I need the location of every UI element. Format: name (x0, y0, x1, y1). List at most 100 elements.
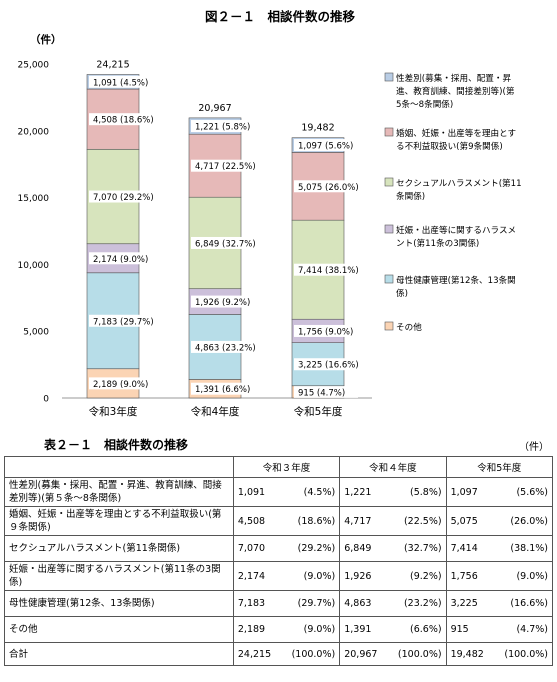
cell-percent: (5.6%) (498, 477, 553, 507)
data-label-box (89, 377, 153, 390)
legend-swatch (384, 127, 394, 137)
data-label-box (294, 180, 358, 193)
cell-percent: (100.0%) (286, 642, 341, 666)
data-label: 5,075 (26.0%) (298, 183, 359, 193)
y-tick-label: 25,000 (18, 61, 50, 71)
legend: 性差別(募集・採用、配置・昇進、教育訓練、間接差別等)(第5条～8条関係) 婚姻、… (384, 72, 522, 333)
header-r3: 令和３年度 (232, 456, 341, 478)
data-label-box (294, 385, 358, 398)
cell-percent: (4.5%) (286, 477, 341, 507)
cell-count: 19,482 (445, 642, 499, 666)
bars-group: 2,189 (9.0%) 7,183 (29.7%) 2,174 (9.0%) 7,0… (86, 59, 359, 398)
data-label-box (191, 340, 255, 353)
data-label-box (191, 236, 255, 249)
cell-count: 3,225 (445, 590, 499, 617)
row-label: 合計 (4, 642, 234, 666)
row-label: 妊娠・出産等に関するハラスメント(第11条の3関係) (4, 561, 234, 591)
cell-count: 2,189 (232, 616, 287, 643)
data-label: 7,183 (29.7%) (93, 317, 154, 327)
legend-swatch (384, 274, 394, 284)
cell-percent: (22.5%) (392, 506, 447, 536)
cell-count: 4,717 (339, 506, 393, 536)
cell-count: 7,070 (232, 535, 287, 562)
data-label: 2,189 (9.0%) (93, 380, 148, 390)
data-label-box (294, 139, 358, 152)
data-label: 3,225 (16.6%) (298, 361, 359, 371)
cell-count: 4,508 (232, 506, 287, 536)
cell-count: 1,391 (339, 616, 393, 643)
legend-swatch (384, 321, 394, 331)
cell-percent: (32.7%) (392, 535, 447, 562)
data-label: 7,414 (38.1%) (298, 266, 359, 276)
cell-percent: (100.0%) (392, 642, 447, 666)
cell-percent: (9.0%) (498, 561, 553, 591)
data-label: 1,756 (9.0%) (298, 327, 353, 337)
legend-label: 5条～8条関係) (396, 98, 453, 110)
data-label-box (191, 382, 255, 395)
cell-count: 7,183 (232, 590, 287, 617)
data-label: 1,221 (5.8%) (195, 123, 250, 133)
y-tick-label: 0 (43, 395, 49, 405)
data-label-box (89, 190, 153, 203)
cell-percent: (6.6%) (392, 616, 447, 643)
cell-count: 1,091 (232, 477, 287, 507)
data-label-box (89, 252, 153, 265)
cell-count: 7,414 (445, 535, 499, 562)
table-row: 母性健康管理(第12条、13条関係) 7,183 (29.7%) 4,863 (23.2… (4, 590, 553, 617)
cell-count: 1,221 (339, 477, 393, 507)
data-label-box (89, 75, 153, 88)
y-axis-unit: （件） (30, 33, 62, 46)
data-label: 1,091 (4.5%) (93, 78, 148, 88)
cell-count: 5,075 (445, 506, 499, 536)
cell-percent: (29.2%) (286, 535, 341, 562)
y-tick-label: 20,000 (18, 127, 50, 137)
legend-label: 性差別(募集・採用、配置・昇 (396, 72, 511, 84)
data-label-box (89, 314, 153, 327)
cell-percent: (38.1%) (498, 535, 553, 562)
legend-label: る不利益取扱い(第9条関係) (396, 140, 503, 152)
data-label-box (191, 159, 255, 172)
header-r4: 令和４年度 (339, 456, 447, 478)
cell-percent: (23.2%) (392, 590, 447, 617)
data-label: 4,508 (18.6%) (93, 116, 154, 126)
legend-swatch (384, 177, 394, 187)
data-table: 令和３年度 令和４年度 令和5年度 性差別(募集・採用、配置・昇進、教育訓練、間… (4, 456, 554, 666)
data-label: 915 (4.7%) (298, 388, 345, 398)
table-row: 婚姻、妊娠・出産等を理由とする不利益取扱い(第９条関係) 4,508 (18.6%)… (4, 506, 553, 536)
table-row: 合計 24,215 (100.0%) 20,967 (100.0%) 19,482 (100… (4, 642, 553, 666)
data-label: 4,863 (23.2%) (195, 343, 256, 353)
chart-title: 図２－１ 相談件数の推移 (205, 9, 356, 24)
legend-label: 母性健康管理(第12条、13条関 (396, 274, 516, 286)
legend-label: その他 (396, 321, 422, 333)
cell-count: 1,756 (445, 561, 499, 591)
legend-label: 条関係) (396, 190, 425, 202)
y-tick-label: 5,000 (23, 328, 49, 338)
data-label: 1,097 (5.6%) (298, 142, 353, 152)
cell-percent: (9.2%) (392, 561, 447, 591)
row-label: セクシュアルハラスメント(第11条関係) (4, 535, 234, 562)
legend-label: 婚姻、妊娠・出産等を理由とす (396, 127, 516, 139)
data-label: 4,717 (22.5%) (195, 162, 256, 172)
data-label-box (294, 358, 358, 371)
data-label-box (294, 263, 358, 276)
cell-percent: (5.8%) (392, 477, 447, 507)
data-label: 7,070 (29.2%) (93, 193, 154, 203)
legend-label: 係) (396, 288, 408, 299)
table-body: 性差別(募集・採用、配置・昇進、教育訓練、間接差別等)(第５条～8条関係) 1,0… (4, 477, 553, 666)
cell-percent: (29.7%) (286, 590, 341, 617)
cell-count: 24,215 (232, 642, 287, 666)
data-label-box (294, 324, 358, 337)
row-label: その他 (4, 616, 234, 643)
row-label: 性差別(募集・採用、配置・昇進、教育訓練、間接差別等)(第５条～8条関係) (4, 477, 234, 507)
data-label: 2,174 (9.0%) (93, 255, 148, 265)
legend-label: ント(第11条の3関係) (396, 237, 479, 249)
y-axis-ticks: 0 5,000 10,000 15,000 20,000 25,000 (18, 61, 50, 405)
table-row: 妊娠・出産等に関するハラスメント(第11条の3関係) 2,174 (9.0%) 1,9… (4, 561, 553, 591)
x-tick-label: 令和4年度 (191, 405, 240, 418)
data-label: 1,391 (6.6%) (195, 385, 250, 395)
cell-count: 6,849 (339, 535, 393, 562)
table-unit: （件） (519, 442, 549, 453)
data-label-box (191, 120, 255, 133)
header-blank (4, 456, 234, 478)
cell-percent: (4.7%) (498, 616, 553, 643)
